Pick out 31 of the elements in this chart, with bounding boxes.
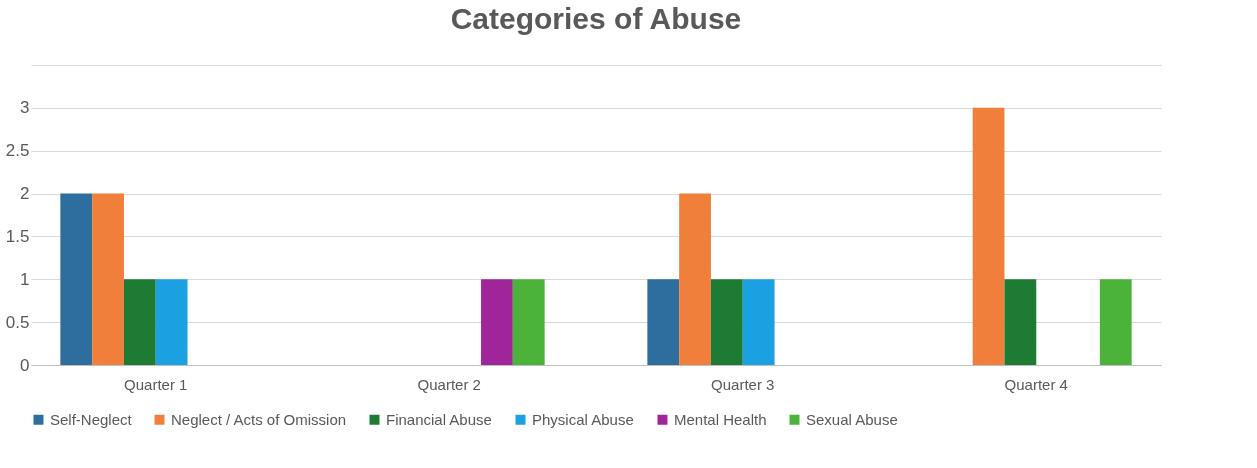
x-tick-label: Quarter 2 [417,375,481,393]
bar [92,193,124,365]
y-tick-label: 0.5 [5,312,30,332]
bar [481,279,513,365]
bar [512,279,545,365]
y-tick-label: 1 [20,269,30,289]
legend-label: Physical Abuse [532,410,634,428]
y-tick-label: 2 [20,184,30,204]
bar [60,193,93,365]
bar [1099,279,1132,365]
legend-label: Self-Neglect [50,410,133,428]
bar [1004,279,1037,365]
legend-label: Mental Health [674,410,767,428]
x-tick-label: Quarter 4 [1004,375,1068,393]
bar [742,279,775,365]
x-tick-label: Quarter 1 [124,375,188,393]
bar [647,279,680,365]
bar [972,107,1005,365]
bar [155,279,188,365]
bar [123,279,156,365]
chart-title: Categories of Abuse [450,2,742,35]
legend-label: Sexual Abuse [806,410,898,428]
y-tick-label: 3 [20,98,30,118]
legend-label: Neglect / Acts of Omission [171,410,347,428]
y-tick-label: 2.5 [5,141,30,161]
bar [679,193,711,365]
legend-label: Financial Abuse [386,410,492,428]
y-tick-label: 1.5 [5,226,30,246]
bar [710,279,743,365]
x-tick-label: Quarter 3 [711,375,775,393]
y-tick-label: 0 [20,355,30,375]
